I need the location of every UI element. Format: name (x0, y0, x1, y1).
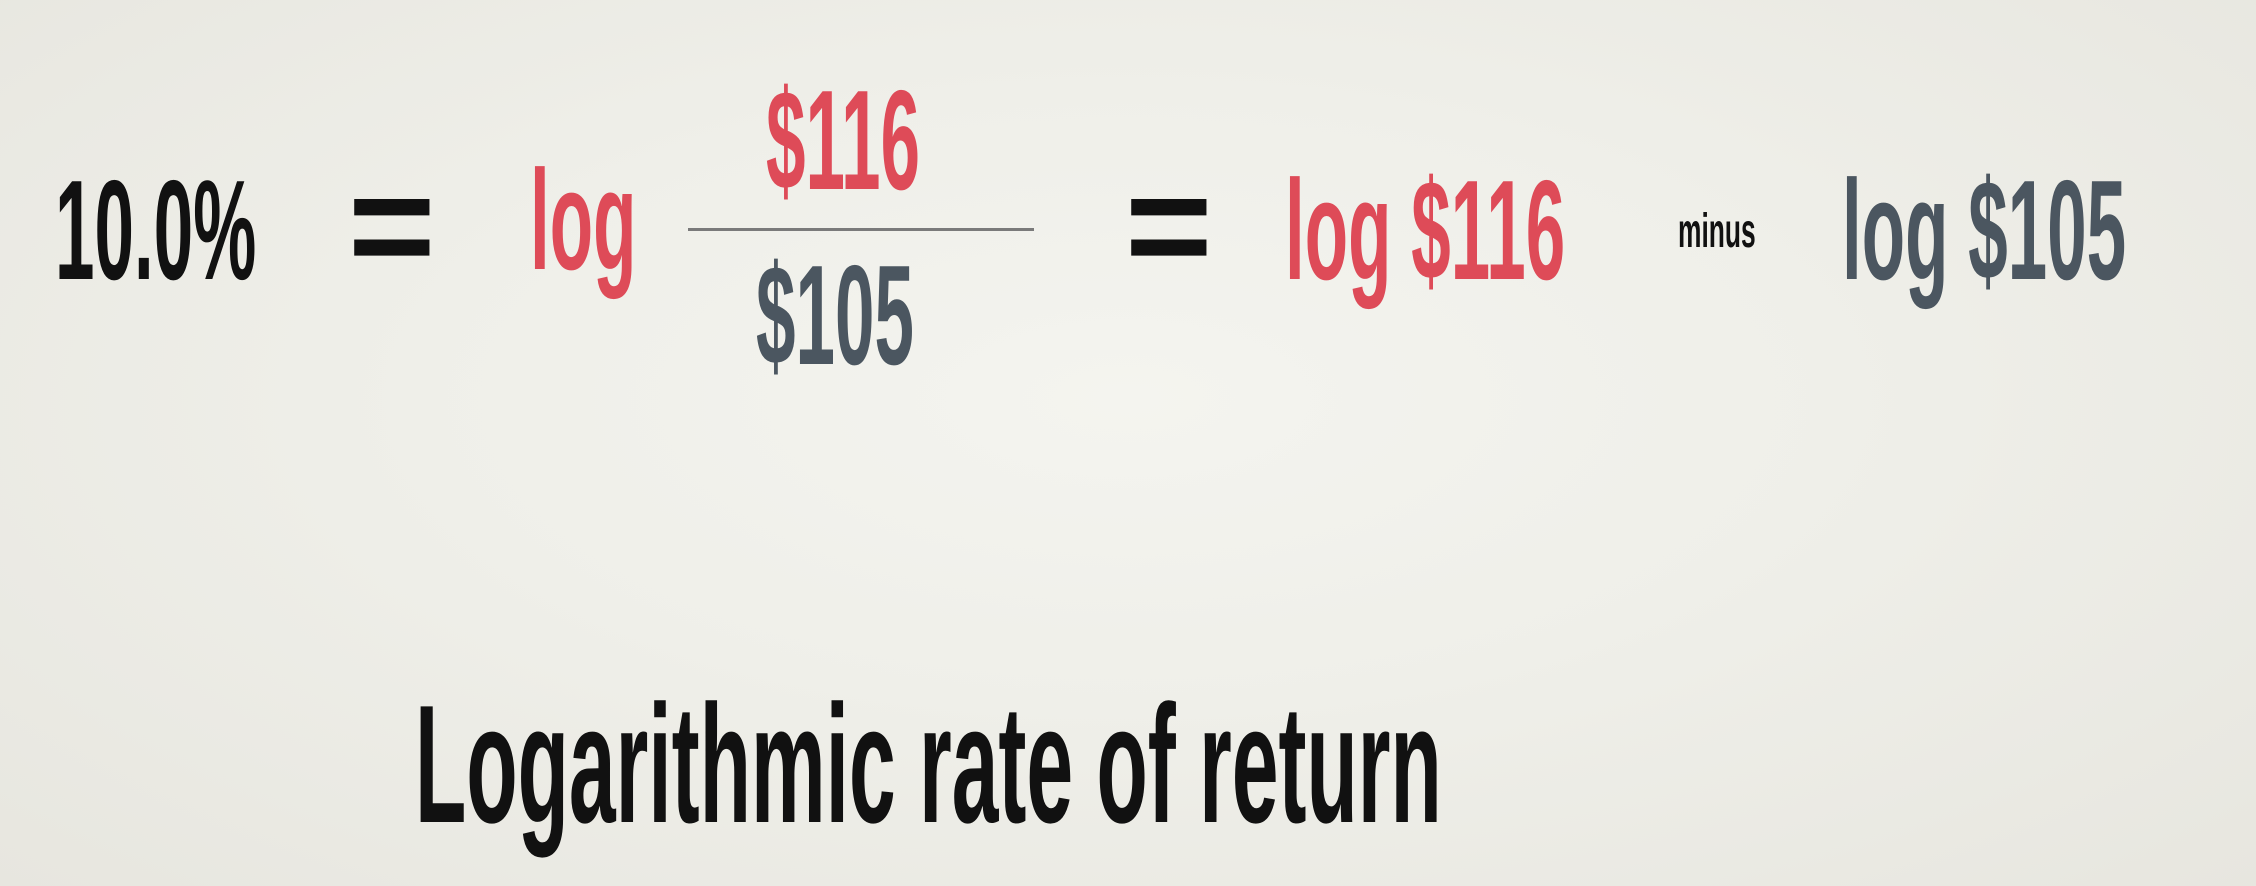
caption-title: Logarithmic rate of return (415, 670, 1442, 858)
minus-operator: minus (1678, 205, 1756, 258)
fraction-denominator: $105 (756, 236, 914, 395)
rate-value: 10.0% (55, 151, 257, 310)
log-numerator-term: log $116 (1285, 151, 1566, 310)
equals-sign-second: = (1125, 141, 1213, 309)
fraction-numerator: $116 (766, 61, 921, 220)
fraction-bar (688, 228, 1034, 231)
equals-sign: = (348, 141, 436, 309)
log-denominator-term: log $105 (1842, 151, 2127, 310)
log-label: log (530, 141, 637, 300)
